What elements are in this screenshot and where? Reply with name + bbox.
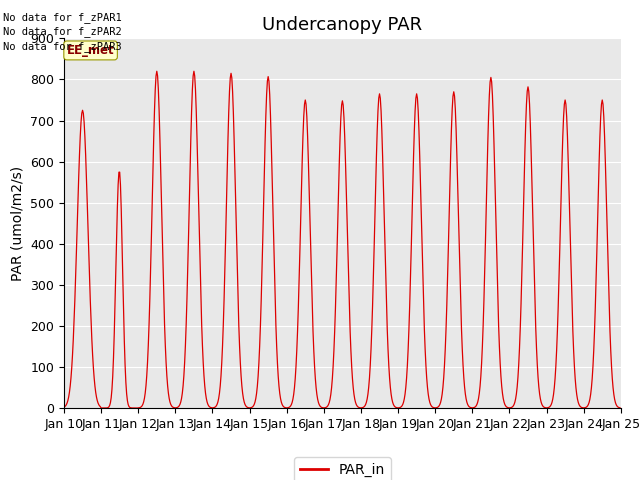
Text: EE_met: EE_met [67,44,115,57]
Text: No data for f_zPAR2: No data for f_zPAR2 [3,26,122,37]
Text: No data for f_zPAR3: No data for f_zPAR3 [3,41,122,52]
Legend: PAR_in: PAR_in [294,457,390,480]
Y-axis label: PAR (umol/m2/s): PAR (umol/m2/s) [11,166,25,281]
Title: Undercanopy PAR: Undercanopy PAR [262,16,422,34]
Text: No data for f_zPAR1: No data for f_zPAR1 [3,12,122,23]
